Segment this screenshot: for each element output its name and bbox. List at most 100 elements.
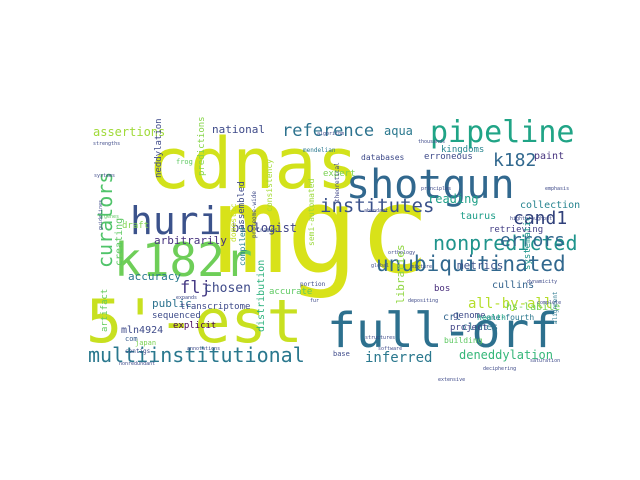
word-curators: curators bbox=[93, 172, 117, 268]
word-distribution: distribution bbox=[256, 260, 267, 332]
word-chosen: chosen bbox=[204, 281, 251, 296]
word-guidelines: guidelines bbox=[98, 200, 104, 230]
word-emphasis: emphasis bbox=[545, 186, 569, 192]
word-retrieving: retrieving bbox=[489, 225, 543, 235]
word-k182: k182 bbox=[493, 150, 536, 171]
word-project: project bbox=[450, 323, 488, 333]
word-institutes: institutes bbox=[320, 195, 434, 217]
word-systematic: systematic bbox=[523, 216, 533, 270]
word-saturation: saturation bbox=[530, 358, 560, 364]
word-multiinstitutional: multiinstitutional bbox=[88, 343, 305, 367]
word-principles: principles bbox=[421, 186, 451, 192]
word-hs-labile: hs-labile bbox=[506, 302, 560, 313]
word-aqua: aqua bbox=[384, 124, 413, 138]
word-orthology: orthology bbox=[388, 250, 415, 256]
word-complete: complete bbox=[537, 300, 561, 306]
word-frames: frames bbox=[256, 227, 278, 234]
word-algorithm: algorithm bbox=[317, 131, 344, 137]
word-systems: systems bbox=[94, 173, 115, 179]
word-explicit: explicit bbox=[173, 321, 216, 331]
word-paint: paint bbox=[534, 151, 564, 162]
word-consistency: consistency bbox=[265, 159, 274, 212]
word-k182r: k182r bbox=[114, 233, 252, 287]
word-huri: huri bbox=[130, 199, 222, 243]
word-5-est: 5'-est bbox=[86, 287, 303, 357]
word-all-by-all: all-by-all bbox=[468, 296, 552, 312]
word-public: public bbox=[152, 297, 192, 310]
word-unubiquitinated: unubiquitinated bbox=[376, 252, 566, 276]
word-thousands: thousands bbox=[418, 139, 445, 145]
word-clones: clones bbox=[462, 322, 498, 333]
word-health: health bbox=[477, 313, 506, 322]
word-portion: portion bbox=[300, 281, 326, 288]
word-predictions: predictions bbox=[197, 116, 207, 176]
word-genes: genes bbox=[104, 214, 119, 220]
word-databases: databases bbox=[361, 153, 405, 162]
word-base: base bbox=[333, 350, 350, 358]
word-depositing: depositing bbox=[408, 298, 438, 304]
word-frog: frog bbox=[176, 158, 193, 166]
word-japan: japan bbox=[135, 339, 156, 347]
word-transcriptome: transcriptome bbox=[180, 302, 250, 312]
word-bos: bos bbox=[434, 284, 450, 294]
word-theoretical: theoretical bbox=[334, 162, 341, 202]
word-genome: genome bbox=[453, 311, 486, 321]
word-expert: expert bbox=[323, 169, 356, 179]
word-mixture: mixture bbox=[411, 264, 432, 270]
word-artifact: artifact bbox=[100, 289, 110, 332]
word-reading: reading bbox=[428, 192, 479, 206]
word-domestic: domestic bbox=[229, 203, 238, 242]
word-global: global bbox=[371, 263, 389, 269]
word-pipeline: pipeline bbox=[430, 115, 575, 150]
word-fur: fur bbox=[310, 298, 319, 304]
word-assertions: assertions bbox=[93, 125, 165, 139]
word-abundant: abundant bbox=[364, 208, 388, 214]
word-neddylation: neddylation bbox=[154, 118, 164, 178]
word-nonpredicted: nonpredicted bbox=[433, 231, 578, 255]
word-building: building bbox=[444, 336, 483, 345]
word-arbitrarily: arbitrarily bbox=[154, 234, 227, 247]
word-shotgun: shotgun bbox=[346, 162, 515, 208]
word-cdnas: cdnas bbox=[148, 123, 359, 205]
word-nonredundant: nonredundant bbox=[119, 361, 155, 367]
word-extensive: extensive bbox=[438, 377, 465, 383]
word-highthroughput: highthroughput bbox=[510, 216, 552, 222]
word-mendelian: mendelian bbox=[303, 147, 336, 154]
word-erroneous: erroneous bbox=[424, 152, 473, 162]
word-taurus: taurus bbox=[460, 211, 496, 222]
word-biologist: biologist bbox=[232, 221, 297, 235]
word-alignment: alignment bbox=[552, 291, 559, 324]
word-draft: draft bbox=[122, 221, 149, 231]
word-dynamicity: dynamicity bbox=[527, 279, 557, 285]
word-annotations: annotations bbox=[187, 346, 220, 352]
word-cand1: cand1 bbox=[513, 208, 567, 229]
word-proteome-wide: proteome-wide bbox=[251, 191, 258, 238]
word-inferred: inferred bbox=[365, 350, 432, 366]
word-strengths: strengths bbox=[93, 141, 120, 147]
word-software: software bbox=[378, 346, 402, 352]
word-flj: flj bbox=[180, 278, 211, 298]
word-cullins: cullins bbox=[492, 280, 534, 291]
word-structures: structures bbox=[365, 335, 395, 341]
word-semi-automated: semi-automated bbox=[307, 178, 316, 246]
word-reference: reference bbox=[282, 121, 374, 141]
word-full-orf: full-orf bbox=[327, 303, 558, 359]
word-errors: errors bbox=[500, 230, 565, 251]
word-one-fourth: one-fourth bbox=[486, 313, 534, 322]
word-assembled: assembled bbox=[237, 181, 247, 230]
word-com: com bbox=[125, 335, 138, 343]
word-crl: crl bbox=[443, 312, 461, 323]
word-libraries: libraries bbox=[394, 244, 407, 304]
word-deciphering: deciphering bbox=[483, 366, 516, 372]
word-sequenced: sequenced bbox=[152, 311, 201, 321]
word-collection: collection bbox=[520, 200, 580, 211]
word-deneddylation: deneddylation bbox=[459, 348, 553, 362]
word-metrics: metrics bbox=[457, 259, 503, 272]
word-kingdoms: kingdoms bbox=[441, 145, 484, 155]
word-national: national bbox=[212, 123, 265, 136]
word-accurate: accurate bbox=[269, 287, 312, 297]
word-compiled: compiled bbox=[238, 227, 247, 266]
word-mgc: mgc bbox=[214, 162, 431, 301]
word-mln4924: mln4924 bbox=[121, 325, 163, 336]
